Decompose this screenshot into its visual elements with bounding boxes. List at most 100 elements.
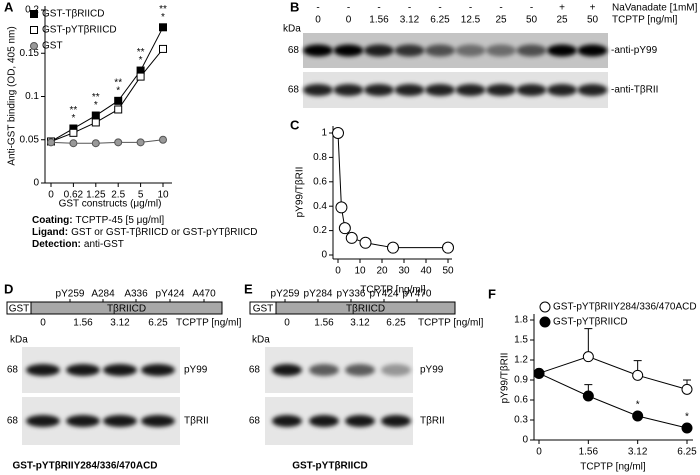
- site-label: pY284: [304, 289, 333, 300]
- y-tick-label: 0.2: [313, 225, 327, 236]
- blot-band: [425, 44, 455, 57]
- blot-band: [547, 84, 577, 96]
- data-point: [632, 410, 644, 422]
- lane-label: 0: [346, 15, 352, 26]
- blot-band: [486, 44, 516, 57]
- blot-band: [516, 84, 547, 96]
- lane-label: 1.56: [73, 318, 93, 329]
- data-point: [338, 222, 351, 235]
- lane-label: 6.25: [430, 15, 450, 26]
- series-line: [538, 372, 688, 429]
- significance: **: [92, 92, 100, 103]
- lane-label: -: [408, 3, 411, 14]
- lane-label: -: [316, 3, 319, 14]
- blot-band: [103, 415, 137, 427]
- significance: **: [137, 47, 145, 58]
- blot-band: [309, 415, 339, 427]
- note: Ligand: GST or GST-TβRIICD or GST-pYTβRII…: [32, 227, 257, 238]
- lane-label: -: [499, 3, 502, 14]
- blot-band: [103, 364, 137, 376]
- lane-label: 0: [315, 15, 321, 26]
- y-tick-label: 0.8: [313, 152, 327, 163]
- lane-label: 6.25: [148, 318, 168, 329]
- y-axis-label: pY99/TβRII: [295, 167, 306, 218]
- domain-box: [275, 301, 456, 315]
- legend-label: GST: [42, 41, 63, 52]
- data-point: [332, 127, 344, 139]
- size-marker: 68: [288, 85, 300, 96]
- blot-band: [333, 44, 364, 57]
- series-line: [50, 48, 164, 142]
- significance: *: [161, 12, 165, 23]
- lane-label: +: [559, 3, 565, 14]
- x-axis-label: TCPTP [ng/ml]: [360, 285, 426, 296]
- data-point: [345, 231, 358, 244]
- panel-letter: B: [290, 0, 299, 14]
- y-tick-label: 0.9: [514, 375, 528, 386]
- legend-marker: [30, 42, 38, 50]
- lane-label: 25: [556, 15, 568, 26]
- lane-label: -: [377, 3, 380, 14]
- y-tick-label: 0.6: [313, 176, 327, 187]
- row-label: TCPTP [ng/ml]: [176, 318, 242, 329]
- note-text: anti-GST: [84, 239, 124, 250]
- x-tick-label: 2.5: [111, 190, 125, 201]
- lane-label: -: [469, 3, 472, 14]
- blot-band: [66, 364, 100, 376]
- domain-box: [30, 301, 223, 315]
- band-label: pY99: [184, 365, 208, 376]
- x-tick-label: 5: [138, 190, 144, 201]
- blot-band: [486, 84, 516, 96]
- row-label: TCPTP [ng/ml]: [418, 318, 484, 329]
- legend-marker: [539, 316, 551, 328]
- band-label: TβRII: [420, 416, 445, 427]
- site-label: A336: [124, 289, 148, 300]
- data-point: [582, 390, 594, 402]
- site-label: pY470: [403, 289, 432, 300]
- x-tick-label: 30: [398, 266, 410, 277]
- data-point: [91, 118, 100, 127]
- size-marker: 68: [7, 416, 19, 427]
- note-text: TCPTP-45 [5 μg/ml]: [76, 215, 165, 226]
- lane-label: 3.12: [110, 318, 130, 329]
- series-line: [50, 139, 164, 144]
- blot-band: [381, 364, 411, 376]
- blot-band: [364, 44, 394, 57]
- lane-label: 50: [587, 15, 599, 26]
- site-label: pY424: [370, 289, 399, 300]
- caption: GST-pYTβRIIY284/336/470ACD: [12, 461, 157, 472]
- site-label: pY336: [337, 289, 366, 300]
- y-tick-label: 0.1: [25, 91, 39, 102]
- lane-label: 3.12: [350, 318, 370, 329]
- lane-label: -: [438, 3, 441, 14]
- data-point: [681, 422, 693, 434]
- y-tick-label: 0.05: [20, 134, 40, 145]
- x-axis-label: GST constructs (μg/ml): [59, 199, 162, 210]
- blot-band: [455, 84, 486, 96]
- y-tick-label: 1.5: [514, 335, 528, 346]
- tag-label: GST: [9, 304, 30, 315]
- significance: *: [71, 113, 75, 124]
- blot-band: [394, 84, 425, 96]
- panel-letter: E: [244, 281, 253, 296]
- legend-marker: [30, 10, 38, 18]
- data-point: [47, 138, 55, 147]
- data-point: [136, 138, 145, 147]
- significance: **: [159, 4, 167, 15]
- domain-label: TβRIICD: [107, 304, 146, 315]
- data-point: [136, 72, 145, 81]
- lane-label: 50: [526, 15, 538, 26]
- blot-band: [26, 364, 60, 376]
- data-point: [582, 351, 594, 363]
- blot-band: [394, 44, 425, 57]
- lane-label: 1.56: [369, 15, 389, 26]
- blot-band: [309, 364, 339, 376]
- site-label: pY259: [56, 289, 85, 300]
- blot-band: [26, 415, 60, 427]
- data-point: [442, 241, 454, 254]
- note-label: Ligand:: [32, 227, 68, 238]
- blot-band: [303, 44, 333, 57]
- domain-label: TβRIICD: [346, 304, 385, 315]
- lane-label: 12.5: [461, 15, 481, 26]
